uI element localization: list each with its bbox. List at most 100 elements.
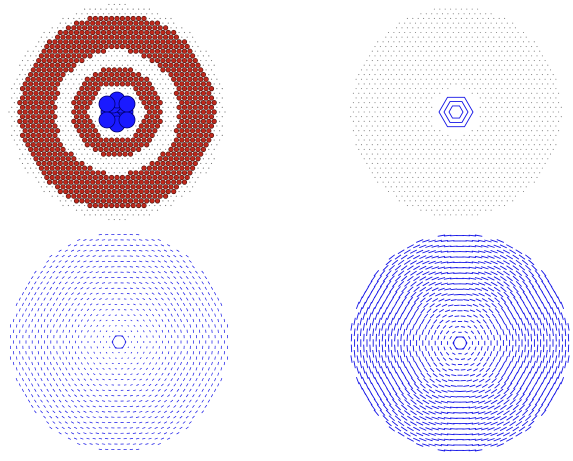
lattice-site [531,92,533,94]
lattice-site [406,45,408,48]
lattice-site [393,162,395,164]
displacement-arrow [397,431,405,437]
ring-atom [25,76,31,82]
lattice-site [458,200,460,202]
lattice-site [86,59,88,62]
displacement-arrow [380,312,385,320]
lattice-site [474,88,476,90]
lattice-site [450,36,452,38]
displacement-arrow [444,395,451,398]
displacement-arrow [130,384,133,386]
displacement-arrow [454,315,460,317]
lattice-site [62,92,64,94]
lattice-site [59,125,61,127]
displacement-arrow [77,367,80,371]
lattice-site [514,176,516,179]
displacement-arrow [37,383,40,387]
lattice-site [477,83,479,85]
displacement-arrow [105,330,108,333]
lattice-site [455,74,457,76]
lattice-site [358,139,360,141]
lattice-site [19,64,21,66]
displacement-arrow [499,415,507,421]
lattice-site [420,69,422,71]
displacement-arrow [450,267,458,269]
displacement-arrow [503,302,510,309]
displacement-arrow [15,302,18,307]
lattice-site [396,139,398,141]
displacement-arrow [406,244,414,249]
displacement-arrow [447,282,455,285]
lattice-site [119,162,121,165]
ring-atom [103,71,109,78]
displacement-arrow [105,319,108,322]
displacement-arrow [89,443,93,445]
displacement-arrow [533,328,536,337]
displacement-arrow [179,405,183,408]
ring-atom [25,95,31,101]
lattice-site [544,69,546,71]
lattice-site [420,209,422,211]
displacement-arrow [508,350,511,357]
lattice-site [401,111,403,113]
lattice-site [493,92,495,94]
displacement-arrow [410,302,417,309]
ring-atom [195,81,201,87]
displacement-arrow [558,349,561,358]
displacement-arrow [370,404,376,411]
displacement-arrow [422,410,430,415]
lattice-site [504,130,506,132]
displacement-arrow [68,362,71,365]
ring-atom [173,81,179,87]
displacement-arrow [208,367,210,371]
lattice-site [409,78,411,80]
displacement-arrow [445,309,451,313]
displacement-arrow [132,282,137,284]
ring-atom [44,156,50,162]
lattice-site [458,50,460,52]
displacement-arrow [74,383,77,387]
ring-atom [157,118,163,124]
displacement-arrow [173,276,177,279]
displacement-arrow [142,437,146,440]
lattice-site [62,17,64,20]
ring-atom [95,20,101,26]
lattice-site [447,134,449,136]
ring-atom [203,132,209,138]
lattice-site [148,204,150,207]
lattice-site [40,45,43,48]
lattice-site [165,148,167,151]
ring-atom [136,43,142,50]
displacement-arrow [471,271,480,275]
ring-atom [163,62,169,68]
ring-atom [30,151,36,157]
lattice-site [208,167,210,169]
displacement-arrow [465,401,473,404]
displacement-arrow [554,312,558,320]
displacement-arrow [428,250,436,254]
ring-atom [181,57,188,64]
lattice-site [479,50,481,52]
lattice-site [552,139,554,141]
ring-atom [44,81,50,87]
ring-atom [103,184,109,190]
lattice-site [512,69,514,71]
lattice-site [487,148,489,150]
lattice-site [420,181,422,183]
ring-atom [152,25,158,31]
lattice-site [420,172,422,174]
displacement-arrow [545,360,549,369]
lattice-site [468,69,471,71]
displacement-arrow [431,416,439,420]
ring-atom [71,25,77,31]
lattice-site [414,134,417,136]
ring-atom [144,48,150,54]
displacement-arrow [468,335,471,340]
ring-atom [181,114,188,120]
lattice-site [393,172,395,174]
lattice-site [35,55,37,57]
lattice-site [525,45,527,48]
ring-atom [79,114,85,120]
lattice-site [154,139,156,141]
ring-atom [98,43,104,50]
